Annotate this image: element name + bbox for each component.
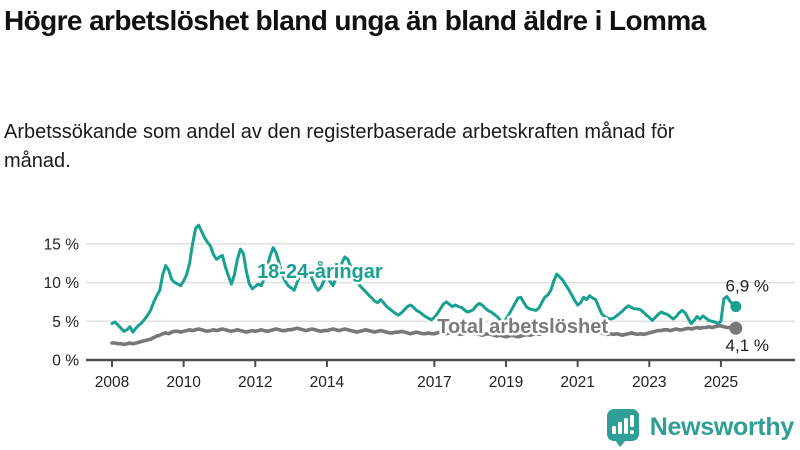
series-end-dot [729, 321, 743, 335]
x-tick-label: 2023 [632, 374, 666, 391]
series-end-dot [730, 301, 742, 313]
x-tick-label: 2012 [238, 374, 272, 391]
x-tick-label: 2021 [560, 374, 594, 391]
x-tick-label: 2019 [489, 374, 523, 391]
x-tick-label: 2010 [166, 374, 201, 391]
page-title: Högre arbetslöshet bland unga än bland ä… [4, 5, 706, 36]
series-end-label: 4,1 % [726, 336, 769, 355]
x-tick-label: 2008 [95, 374, 129, 391]
chart-subtitle: Arbetssökande som andel av den registerb… [4, 121, 675, 172]
series-label: Total arbetslöshet [437, 316, 608, 338]
brand-name: Newsworthy [649, 412, 795, 441]
unemployment-line-chart: 0 % 5 % 10 % 15 % 2008 2010 2012 2014 2017 2019 20… [44, 223, 795, 391]
x-tick-label: 2025 [704, 374, 738, 391]
x-tick-label: 2014 [310, 374, 345, 391]
series-line [110, 223, 738, 334]
y-tick-label: 10 % [44, 275, 80, 292]
y-tick-label: 15 % [44, 236, 80, 253]
series-line [110, 324, 738, 347]
series-end-label: 6,9 % [726, 277, 769, 296]
newsworthy-logo-icon [606, 409, 639, 447]
y-tick-label: 0 % [52, 353, 79, 370]
x-tick-label: 2017 [417, 374, 451, 391]
brand-footer: Newsworthy [605, 407, 794, 447]
series-label: 18-24-åringar [257, 260, 383, 283]
y-tick-label: 5 % [52, 314, 79, 331]
